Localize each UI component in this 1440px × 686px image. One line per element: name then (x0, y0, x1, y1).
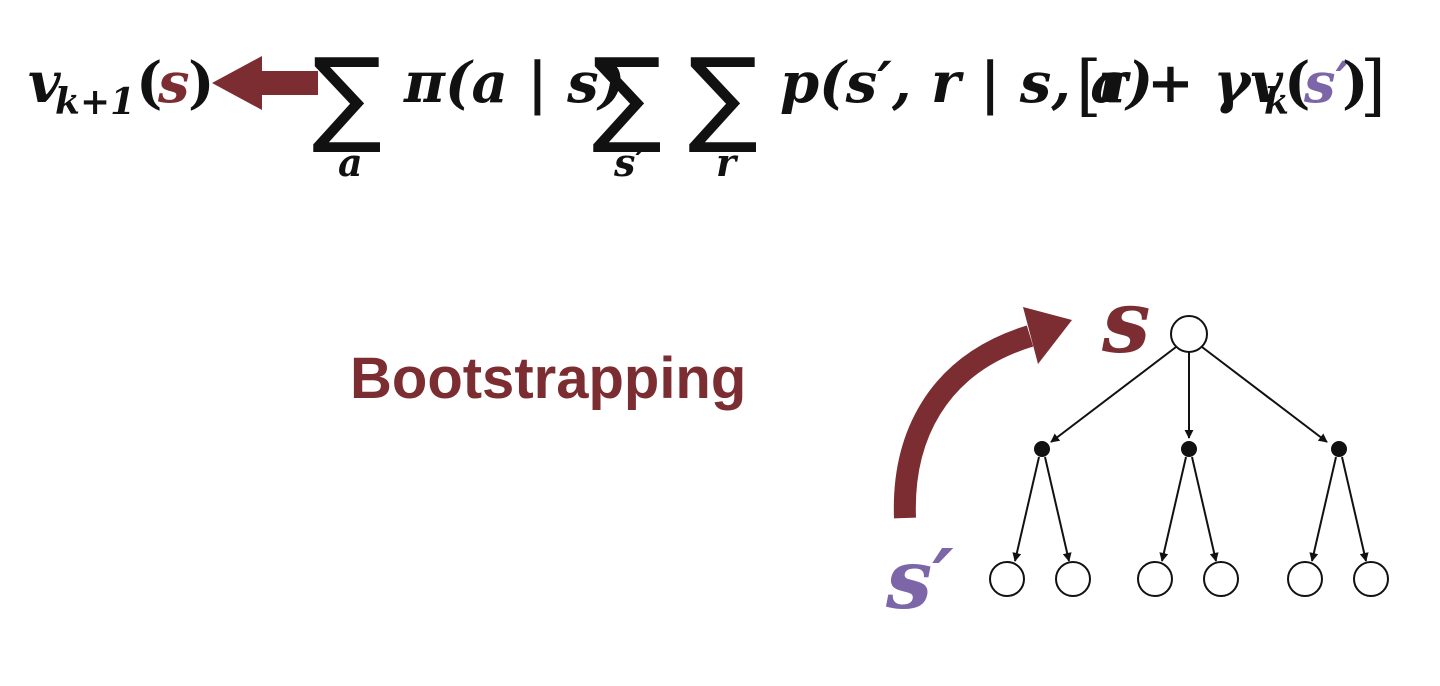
bellman-update-equation: v k+1 ( s ) ∑ a π(a | s) ∑ s′ ∑ r p(s′, … (28, 35, 1386, 185)
root-state-label: s (1101, 272, 1150, 373)
bootstrapping-label: Bootstrapping (350, 346, 746, 411)
next-state-node-5 (1287, 561, 1323, 597)
update-arrow (212, 56, 318, 110)
lhs-state-s: s (157, 50, 190, 116)
vk-open-paren: ( (1284, 50, 1311, 116)
bracket-close: ] (1360, 47, 1386, 124)
edge-action2-leaf3 (1159, 456, 1187, 562)
action-node-3 (1331, 441, 1347, 457)
next-state-node-3 (1137, 561, 1173, 597)
reward-plus-discounted-value: r + γv (1098, 50, 1284, 116)
sum-over-rewards: ∑ (688, 35, 758, 157)
edge-action3-leaf6 (1341, 456, 1369, 562)
edge-root-action-3 (1201, 346, 1328, 443)
next-state-node-1 (989, 561, 1025, 597)
next-state-node-2 (1055, 561, 1091, 597)
sum-index-a: a (338, 140, 363, 185)
policy-term: π(a | s) (403, 50, 625, 116)
lhs-close-paren: ) (188, 50, 215, 116)
lhs-open-paren: ( (136, 50, 163, 116)
lhs-subscript: k+1 (55, 81, 135, 123)
vk-subscript: k (1264, 81, 1289, 123)
action-node-1 (1034, 441, 1050, 457)
edge-action2-leaf4 (1191, 456, 1219, 562)
action-node-2 (1181, 441, 1197, 457)
vk-next-state-s-prime: s′ (1303, 50, 1351, 116)
bracket-open: [ (1076, 47, 1102, 124)
sum-over-next-states: ∑ (592, 35, 662, 157)
edge-action1-leaf2 (1044, 456, 1072, 562)
curved-arrow-head (1023, 307, 1072, 364)
sum-index-r: r (716, 140, 739, 185)
root-state-node (1170, 315, 1208, 353)
lhs-v: v (28, 50, 62, 116)
next-state-node-4 (1203, 561, 1239, 597)
transition-probability-term: p(s′, r | s, a) (780, 50, 1153, 116)
vk-close-paren: ) (1342, 50, 1369, 116)
edge-action3-leaf5 (1309, 456, 1337, 562)
sum-over-actions: ∑ (312, 35, 382, 157)
edge-root-action-1 (1050, 346, 1177, 443)
backup-tree: s s′ (885, 272, 1389, 628)
leaf-state-label: s′ (885, 532, 954, 628)
next-state-node-6 (1353, 561, 1389, 597)
sum-index-s-prime: s′ (613, 140, 645, 185)
curved-bootstrap-arrow (893, 325, 1034, 519)
edge-action1-leaf1 (1012, 456, 1040, 562)
